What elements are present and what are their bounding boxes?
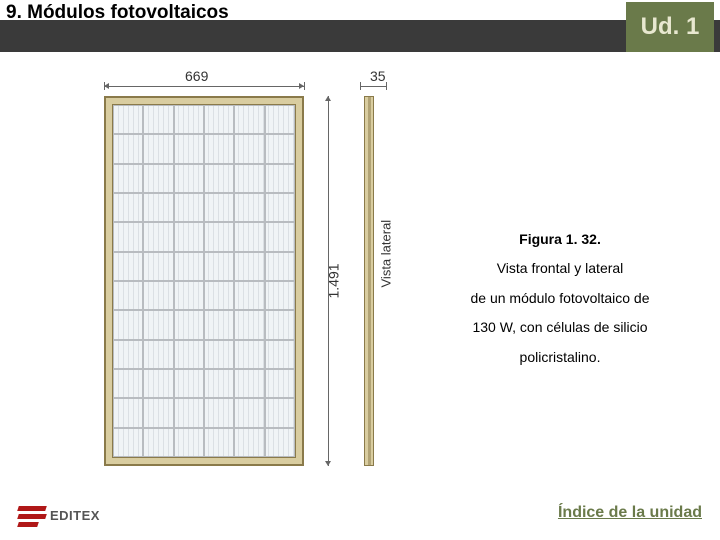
logo-icon [18,504,46,526]
logo-text: EDITEX [50,508,100,523]
publisher-logo: EDITEX [18,504,100,526]
side-view-label: Vista lateral [379,220,394,288]
caption-figure-number: Figura 1. 32. [430,225,690,254]
panel-side-view [364,96,374,466]
slide-header: 9. Módulos fotovoltaicos Ud. 1 [0,0,720,52]
caption-line: de un módulo fotovoltaico de [430,284,690,313]
caption-line: 130 W, con células de silicio [430,313,690,342]
caption-line: Vista frontal y lateral [430,254,690,283]
dimension-height: 1.491 [318,96,338,466]
dim-width-label: 669 [185,68,208,84]
caption-line: policristalino. [430,343,690,372]
panel-front-view [104,96,304,466]
unit-badge: Ud. 1 [626,2,714,52]
header-bar [0,20,720,52]
dimension-top: 669 35 [90,70,400,94]
dim-height-label: 1.491 [326,263,342,298]
dim-depth-label: 35 [370,68,386,84]
section-title: 9. Módulos fotovoltaicos [6,2,229,24]
figure-diagram: 669 35 1.491 Vista lateral [90,70,400,470]
figure-caption: Figura 1. 32. Vista frontal y lateral de… [430,225,690,372]
index-link[interactable]: Índice de la unidad [558,504,702,522]
